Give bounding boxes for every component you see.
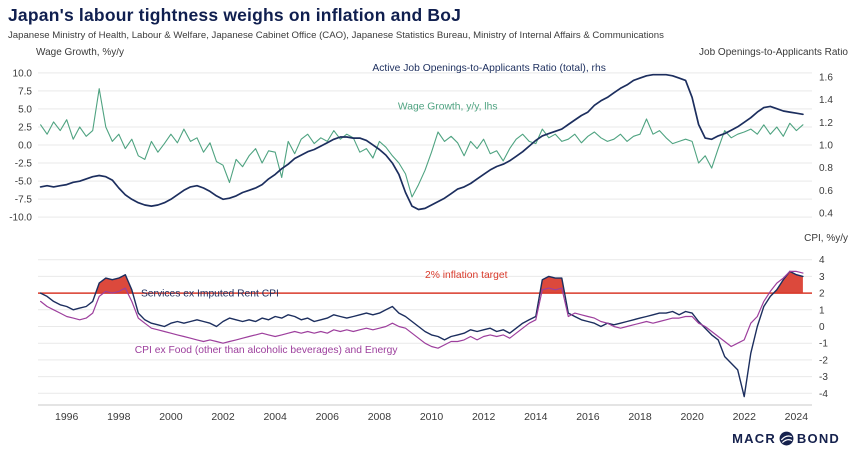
svg-text:2016: 2016 <box>576 411 600 423</box>
svg-text:1.6: 1.6 <box>819 72 833 83</box>
svg-text:1.4: 1.4 <box>819 95 833 106</box>
svg-text:-1: -1 <box>819 339 828 350</box>
macrobond-logo-text-left: MACR <box>732 431 776 446</box>
svg-text:-2.5: -2.5 <box>15 159 33 170</box>
svg-text:Job Openings-to-Applicants Rat: Job Openings-to-Applicants Ratio <box>699 48 848 58</box>
svg-text:-3: -3 <box>819 372 828 383</box>
svg-text:2020: 2020 <box>680 411 704 423</box>
macrobond-logo-text-right: BOND <box>796 431 840 446</box>
svg-text:CPI ex Food (other than alcoho: CPI ex Food (other than alcoholic bevera… <box>135 345 399 356</box>
svg-text:2002: 2002 <box>211 411 235 423</box>
svg-text:2.5: 2.5 <box>18 122 32 133</box>
svg-text:2022: 2022 <box>733 411 757 423</box>
svg-text:Wage Growth, y/y, lhs: Wage Growth, y/y, lhs <box>398 101 498 112</box>
svg-text:7.5: 7.5 <box>18 86 32 97</box>
svg-text:-2: -2 <box>819 355 828 366</box>
svg-text:-5.0: -5.0 <box>15 177 33 188</box>
svg-text:1996: 1996 <box>55 411 79 423</box>
svg-text:2% inflation target: 2% inflation target <box>425 270 508 281</box>
chart-canvas: 10.0 7.5 5.0 2.5 0.0 -2.5 -5.0 -7.5 -10.0 Wage Gr… <box>9 48 848 423</box>
svg-text:0: 0 <box>819 322 825 333</box>
svg-text:1998: 1998 <box>107 411 131 423</box>
svg-text:2006: 2006 <box>316 411 340 423</box>
svg-text:Wage Growth, %y/y: Wage Growth, %y/y <box>36 48 124 58</box>
source-line: Japanese Ministry of Health, Labour & We… <box>8 30 664 41</box>
svg-text:Active Job Openings-to-Applica: Active Job Openings-to-Applicants Ratio … <box>372 63 606 74</box>
svg-text:5.0: 5.0 <box>18 104 32 115</box>
svg-text:2008: 2008 <box>368 411 392 423</box>
svg-text:2014: 2014 <box>524 411 548 423</box>
svg-text:0.4: 0.4 <box>819 208 833 219</box>
macrobond-logo: MACR BOND <box>732 431 840 446</box>
svg-text:2000: 2000 <box>159 411 183 423</box>
svg-text:2018: 2018 <box>628 411 652 423</box>
page-title: Japan's labour tightness weighs on infla… <box>8 5 462 25</box>
svg-text:0.0: 0.0 <box>18 141 32 152</box>
svg-text:2010: 2010 <box>420 411 444 423</box>
svg-text:-7.5: -7.5 <box>15 195 33 206</box>
svg-text:1: 1 <box>819 305 825 316</box>
svg-text:2024: 2024 <box>785 411 809 423</box>
svg-text:2012: 2012 <box>472 411 496 423</box>
svg-text:CPI, %y/y: CPI, %y/y <box>804 233 848 244</box>
svg-text:2: 2 <box>819 289 825 300</box>
svg-text:10.0: 10.0 <box>13 68 33 79</box>
svg-text:4: 4 <box>819 255 825 266</box>
svg-text:1.2: 1.2 <box>819 118 833 129</box>
svg-text:-4: -4 <box>819 389 828 400</box>
svg-text:3: 3 <box>819 272 825 283</box>
svg-text:1.0: 1.0 <box>819 140 833 151</box>
svg-text:0.6: 0.6 <box>819 186 833 197</box>
svg-text:0.8: 0.8 <box>819 163 833 174</box>
macrobond-globe-icon <box>779 431 794 446</box>
svg-text:Services ex Imputed Rent CPI: Services ex Imputed Rent CPI <box>141 289 279 300</box>
chart-header: Japan's labour tightness weighs on infla… <box>0 0 850 48</box>
svg-text:2004: 2004 <box>263 411 287 423</box>
svg-text:-10.0: -10.0 <box>9 213 32 224</box>
